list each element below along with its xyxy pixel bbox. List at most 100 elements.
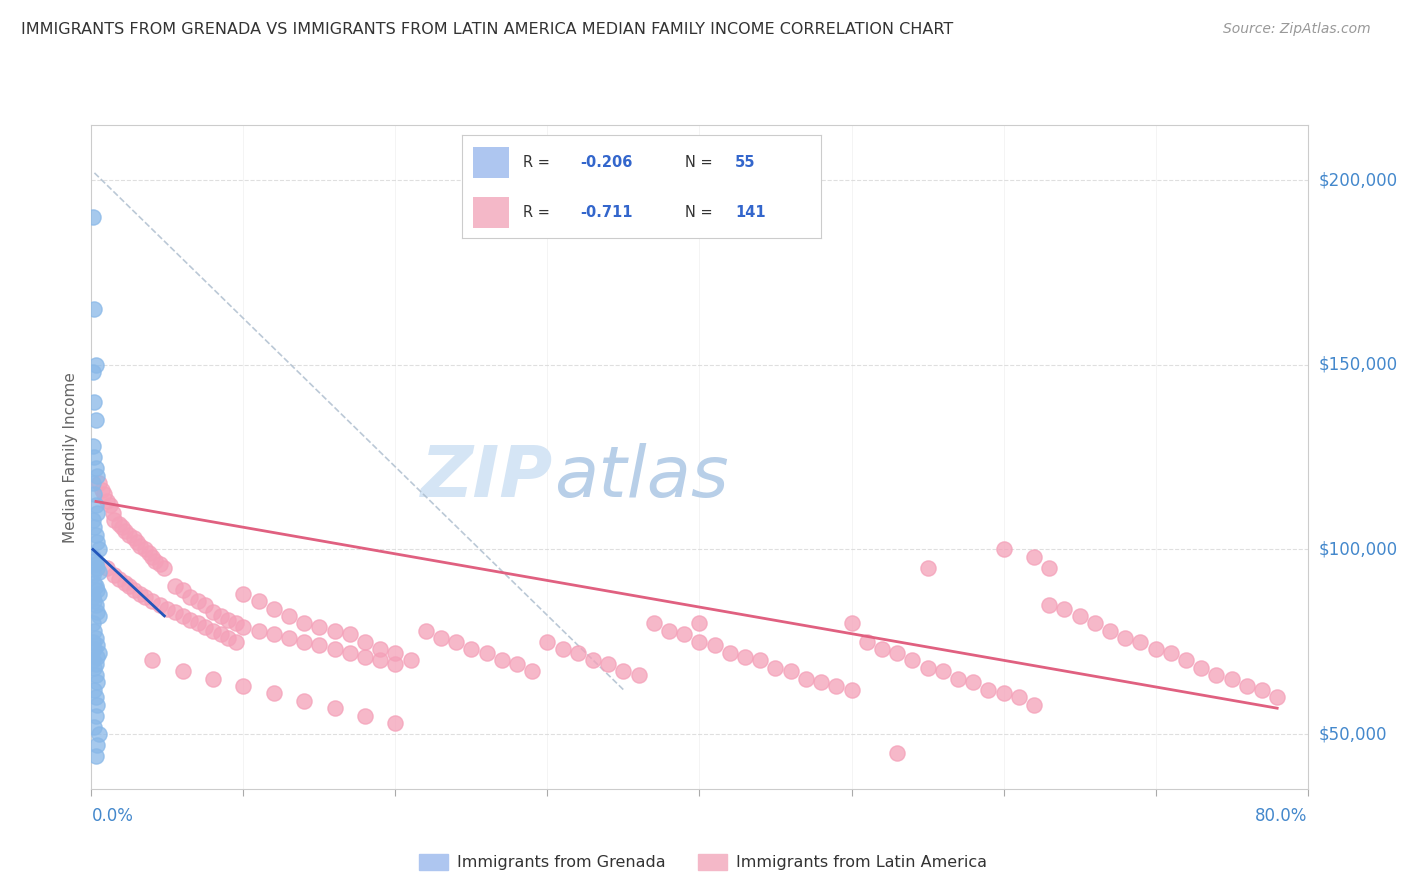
Point: [825, 679, 848, 693]
Point: [263, 686, 285, 700]
Point: [86, 738, 108, 752]
Point: [82, 475, 104, 490]
Point: [703, 639, 725, 653]
Point: [86, 698, 108, 712]
Point: [810, 675, 832, 690]
Point: [323, 701, 346, 715]
Point: [1098, 624, 1121, 638]
Point: [194, 598, 217, 612]
Point: [83, 575, 105, 590]
Point: [399, 653, 422, 667]
Point: [247, 624, 270, 638]
Point: [870, 642, 893, 657]
Point: [339, 646, 361, 660]
Text: atlas: atlas: [554, 442, 728, 512]
Point: [101, 506, 124, 520]
Point: [87, 587, 110, 601]
Point: [475, 646, 498, 660]
Point: [83, 642, 105, 657]
Point: [194, 620, 217, 634]
Text: $150,000: $150,000: [1319, 356, 1398, 374]
Point: [82, 210, 104, 224]
Text: $50,000: $50,000: [1319, 725, 1388, 743]
Point: [384, 715, 406, 730]
Point: [522, 665, 544, 679]
Point: [84, 558, 107, 572]
Point: [946, 672, 969, 686]
Point: [308, 620, 330, 634]
Point: [1022, 698, 1045, 712]
Point: [84, 749, 107, 764]
Point: [384, 657, 406, 671]
Point: [134, 591, 156, 605]
Point: [83, 594, 105, 608]
Point: [1251, 682, 1274, 697]
Point: [84, 598, 107, 612]
Point: [354, 634, 377, 648]
Point: [84, 413, 107, 427]
Point: [1265, 690, 1288, 705]
Point: [1114, 631, 1136, 645]
Point: [179, 591, 201, 605]
Point: [779, 665, 801, 679]
Point: [87, 727, 110, 741]
Point: [209, 627, 232, 641]
Point: [582, 653, 605, 667]
Point: [627, 668, 650, 682]
Point: [107, 516, 129, 531]
Point: [111, 520, 134, 534]
Point: [86, 535, 108, 549]
Point: [87, 565, 110, 579]
Point: [83, 450, 105, 465]
Point: [384, 646, 406, 660]
Point: [841, 682, 863, 697]
Point: [354, 708, 377, 723]
Point: [292, 616, 315, 631]
Point: [1205, 668, 1227, 682]
Point: [86, 675, 108, 690]
Point: [187, 594, 209, 608]
Point: [156, 601, 179, 615]
Point: [84, 631, 107, 645]
Point: [163, 605, 186, 619]
Point: [141, 549, 163, 564]
Point: [83, 302, 105, 317]
Point: [278, 631, 301, 645]
Point: [1220, 672, 1243, 686]
Point: [82, 439, 104, 453]
Point: [163, 579, 186, 593]
Text: $200,000: $200,000: [1319, 171, 1398, 189]
Point: [87, 608, 110, 623]
Point: [308, 639, 330, 653]
Point: [1236, 679, 1258, 693]
Point: [598, 657, 620, 671]
Point: [612, 665, 634, 679]
Point: [86, 649, 108, 664]
Point: [232, 587, 254, 601]
Point: [134, 542, 156, 557]
Point: [84, 579, 107, 593]
Point: [91, 483, 114, 498]
Point: [153, 561, 176, 575]
Point: [217, 631, 239, 645]
Point: [292, 694, 315, 708]
Point: [765, 660, 787, 674]
Point: [82, 653, 104, 667]
Point: [917, 561, 939, 575]
Point: [354, 649, 377, 664]
Point: [886, 746, 908, 760]
Point: [917, 660, 939, 674]
Point: [323, 642, 346, 657]
Point: [841, 616, 863, 631]
Point: [263, 627, 285, 641]
Point: [82, 591, 104, 605]
Point: [1144, 642, 1167, 657]
Point: [1053, 601, 1076, 615]
Text: IMMIGRANTS FROM GRENADA VS IMMIGRANTS FROM LATIN AMERICA MEDIAN FAMILY INCOME CO: IMMIGRANTS FROM GRENADA VS IMMIGRANTS FR…: [21, 22, 953, 37]
Point: [506, 657, 529, 671]
Point: [1069, 608, 1091, 623]
Point: [551, 642, 574, 657]
Point: [444, 634, 467, 648]
Point: [643, 616, 665, 631]
Point: [278, 608, 301, 623]
